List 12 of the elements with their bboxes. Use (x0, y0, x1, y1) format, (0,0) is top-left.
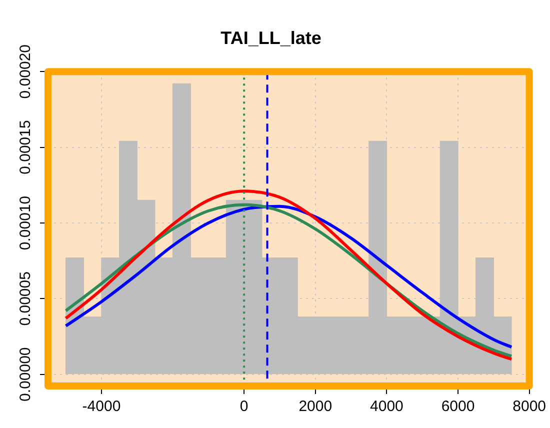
y-tick-label: 0.00000 (17, 347, 34, 402)
y-tick-label: 0.00020 (17, 44, 34, 99)
x-tick-label: 6000 (441, 398, 475, 416)
x-tick-label: 0 (240, 398, 248, 416)
y-tick-label: 0.00015 (17, 120, 34, 174)
y-tick-label: 0.00010 (17, 196, 34, 250)
x-tick-label: 4000 (370, 398, 404, 416)
x-tick-label: 2000 (298, 398, 332, 416)
x-tick-label: -4000 (82, 398, 121, 416)
x-tick-label: 8000 (512, 398, 546, 416)
y-tick-label: 0.00005 (17, 272, 34, 326)
chart-title: TAI_LL_late (220, 28, 322, 48)
